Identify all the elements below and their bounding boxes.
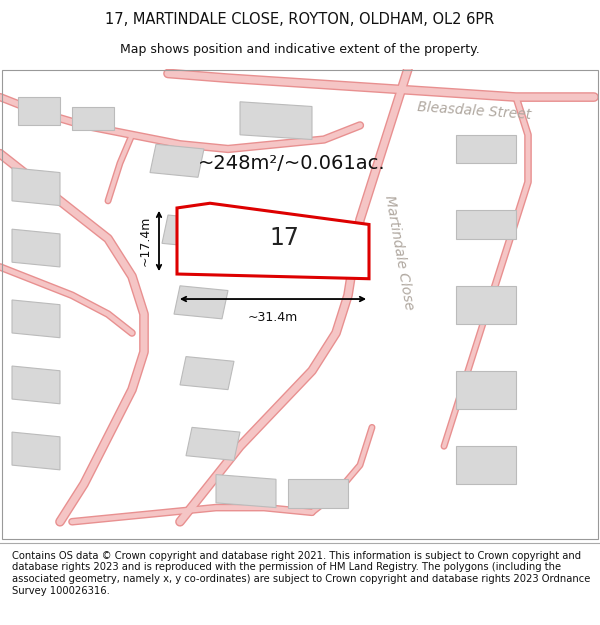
Polygon shape [456,210,516,239]
Polygon shape [12,432,60,470]
Polygon shape [162,215,216,248]
Polygon shape [216,474,276,508]
Polygon shape [12,168,60,206]
Polygon shape [456,286,516,324]
Text: ~17.4m: ~17.4m [139,216,152,266]
Text: Map shows position and indicative extent of the property.: Map shows position and indicative extent… [120,43,480,56]
Text: Bleasdale Street: Bleasdale Street [416,100,532,122]
Polygon shape [12,300,60,338]
Polygon shape [456,446,516,484]
Polygon shape [12,366,60,404]
Polygon shape [18,97,60,126]
Polygon shape [180,357,234,389]
Polygon shape [12,229,60,267]
Text: 17, MARTINDALE CLOSE, ROYTON, OLDHAM, OL2 6PR: 17, MARTINDALE CLOSE, ROYTON, OLDHAM, OL… [106,12,494,27]
Polygon shape [177,203,369,279]
Text: Contains OS data © Crown copyright and database right 2021. This information is : Contains OS data © Crown copyright and d… [12,551,590,596]
Polygon shape [456,371,516,409]
Text: ~248m²/~0.061ac.: ~248m²/~0.061ac. [198,154,386,173]
Polygon shape [150,144,204,177]
Text: ~31.4m: ~31.4m [248,311,298,324]
Text: Martindale Close: Martindale Close [382,194,416,311]
Polygon shape [186,428,240,461]
Polygon shape [456,135,516,163]
Polygon shape [174,286,228,319]
Text: 17: 17 [269,226,299,249]
Polygon shape [72,106,114,130]
Polygon shape [288,479,348,508]
Polygon shape [240,102,312,139]
